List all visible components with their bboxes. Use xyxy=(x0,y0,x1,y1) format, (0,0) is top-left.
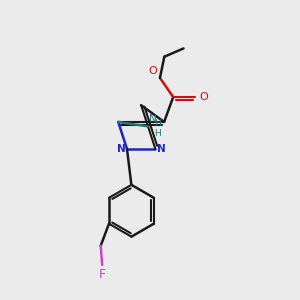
Text: O: O xyxy=(149,66,158,76)
Text: H: H xyxy=(154,129,161,138)
Text: N: N xyxy=(149,114,157,124)
Text: H: H xyxy=(154,119,161,128)
Text: O: O xyxy=(199,92,208,102)
Text: F: F xyxy=(99,268,106,281)
Text: N: N xyxy=(117,144,125,154)
Text: N: N xyxy=(157,144,166,154)
